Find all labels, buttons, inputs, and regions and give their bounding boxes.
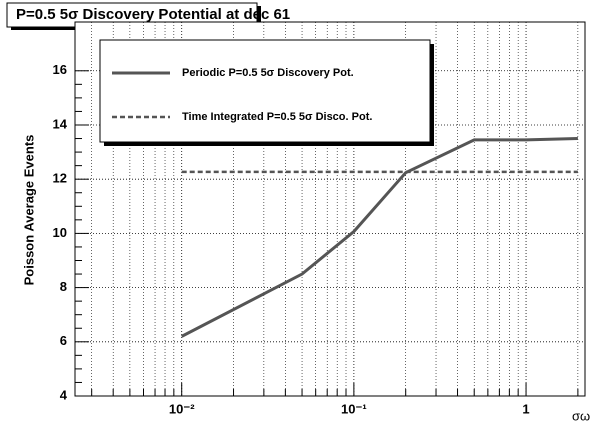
x-tick-label: 10⁻¹ xyxy=(341,401,367,416)
y-tick-label: 8 xyxy=(60,279,67,294)
legend-label: Periodic P=0.5 5σ Discovery Pot. xyxy=(182,67,354,79)
y-tick-label: 4 xyxy=(60,387,68,402)
x-tick-label: 1 xyxy=(522,401,529,416)
y-axis-label: Poisson Average Events xyxy=(21,135,36,286)
legend xyxy=(99,39,431,143)
y-tick-label: 16 xyxy=(53,62,67,77)
y-tick-label: 12 xyxy=(53,171,67,186)
x-axis-label: σω xyxy=(572,408,590,423)
series-line xyxy=(181,137,578,338)
legend-label: Time Integrated P=0.5 5σ Disco. Pot. xyxy=(182,111,372,123)
y-tick-label: 14 xyxy=(53,116,68,131)
y-tick-label: 10 xyxy=(53,225,67,240)
x-tick-label: 10⁻² xyxy=(169,401,195,416)
y-tick-label: 6 xyxy=(60,333,67,348)
chart-title: P=0.5 5σ Discovery Potential at dec 61 xyxy=(16,6,290,23)
